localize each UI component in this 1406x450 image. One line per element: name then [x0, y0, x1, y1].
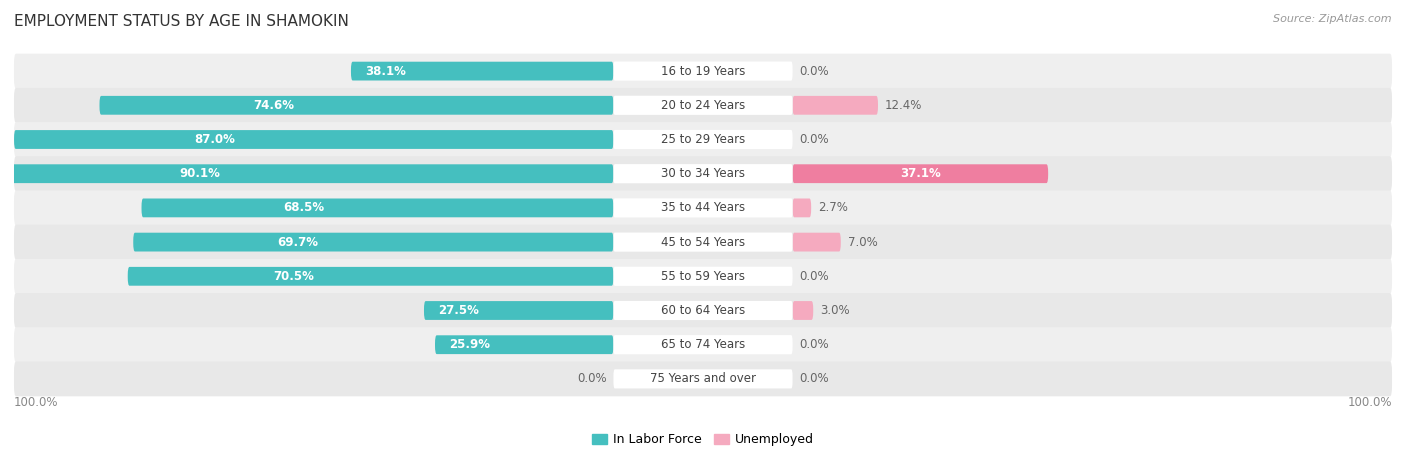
Text: 3.0%: 3.0% — [820, 304, 849, 317]
Legend: In Labor Force, Unemployed: In Labor Force, Unemployed — [586, 428, 820, 450]
FancyBboxPatch shape — [613, 96, 793, 115]
Text: 100.0%: 100.0% — [1347, 396, 1392, 409]
FancyBboxPatch shape — [613, 164, 793, 183]
Text: 37.1%: 37.1% — [900, 167, 941, 180]
Text: 30 to 34 Years: 30 to 34 Years — [661, 167, 745, 180]
FancyBboxPatch shape — [0, 164, 613, 183]
Text: 35 to 44 Years: 35 to 44 Years — [661, 202, 745, 214]
Text: 87.0%: 87.0% — [194, 133, 235, 146]
FancyBboxPatch shape — [425, 301, 613, 320]
FancyBboxPatch shape — [613, 198, 793, 217]
FancyBboxPatch shape — [793, 301, 813, 320]
FancyBboxPatch shape — [793, 164, 1047, 183]
FancyBboxPatch shape — [613, 267, 793, 286]
Text: 0.0%: 0.0% — [576, 373, 606, 385]
Text: 74.6%: 74.6% — [253, 99, 295, 112]
FancyBboxPatch shape — [14, 122, 1392, 157]
Text: EMPLOYMENT STATUS BY AGE IN SHAMOKIN: EMPLOYMENT STATUS BY AGE IN SHAMOKIN — [14, 14, 349, 28]
Text: 65 to 74 Years: 65 to 74 Years — [661, 338, 745, 351]
Text: 90.1%: 90.1% — [179, 167, 219, 180]
Text: 2.7%: 2.7% — [818, 202, 848, 214]
Text: 25.9%: 25.9% — [449, 338, 489, 351]
Text: 68.5%: 68.5% — [283, 202, 325, 214]
FancyBboxPatch shape — [14, 88, 1392, 123]
FancyBboxPatch shape — [793, 233, 841, 252]
FancyBboxPatch shape — [14, 361, 1392, 396]
FancyBboxPatch shape — [134, 233, 613, 252]
FancyBboxPatch shape — [613, 233, 793, 252]
Text: 0.0%: 0.0% — [800, 270, 830, 283]
FancyBboxPatch shape — [14, 156, 1392, 191]
FancyBboxPatch shape — [14, 259, 1392, 294]
FancyBboxPatch shape — [613, 62, 793, 81]
FancyBboxPatch shape — [100, 96, 613, 115]
FancyBboxPatch shape — [14, 54, 1392, 89]
FancyBboxPatch shape — [613, 369, 793, 388]
Text: 38.1%: 38.1% — [364, 65, 405, 77]
Text: 0.0%: 0.0% — [800, 65, 830, 77]
Text: 16 to 19 Years: 16 to 19 Years — [661, 65, 745, 77]
Text: 69.7%: 69.7% — [277, 236, 318, 248]
FancyBboxPatch shape — [613, 301, 793, 320]
FancyBboxPatch shape — [613, 335, 793, 354]
Text: 0.0%: 0.0% — [800, 338, 830, 351]
Text: 25 to 29 Years: 25 to 29 Years — [661, 133, 745, 146]
Text: 12.4%: 12.4% — [884, 99, 922, 112]
FancyBboxPatch shape — [14, 190, 1392, 225]
Text: 45 to 54 Years: 45 to 54 Years — [661, 236, 745, 248]
Text: 0.0%: 0.0% — [800, 373, 830, 385]
Text: 20 to 24 Years: 20 to 24 Years — [661, 99, 745, 112]
FancyBboxPatch shape — [793, 96, 877, 115]
FancyBboxPatch shape — [434, 335, 613, 354]
Text: 70.5%: 70.5% — [273, 270, 315, 283]
Text: Source: ZipAtlas.com: Source: ZipAtlas.com — [1274, 14, 1392, 23]
Text: 100.0%: 100.0% — [14, 396, 59, 409]
FancyBboxPatch shape — [352, 62, 613, 81]
FancyBboxPatch shape — [142, 198, 613, 217]
Text: 75 Years and over: 75 Years and over — [650, 373, 756, 385]
FancyBboxPatch shape — [14, 327, 1392, 362]
FancyBboxPatch shape — [613, 130, 793, 149]
Text: 27.5%: 27.5% — [437, 304, 478, 317]
FancyBboxPatch shape — [128, 267, 613, 286]
Text: 60 to 64 Years: 60 to 64 Years — [661, 304, 745, 317]
FancyBboxPatch shape — [14, 130, 613, 149]
Text: 0.0%: 0.0% — [800, 133, 830, 146]
FancyBboxPatch shape — [14, 225, 1392, 260]
Text: 55 to 59 Years: 55 to 59 Years — [661, 270, 745, 283]
Text: 7.0%: 7.0% — [848, 236, 877, 248]
FancyBboxPatch shape — [14, 293, 1392, 328]
FancyBboxPatch shape — [793, 198, 811, 217]
